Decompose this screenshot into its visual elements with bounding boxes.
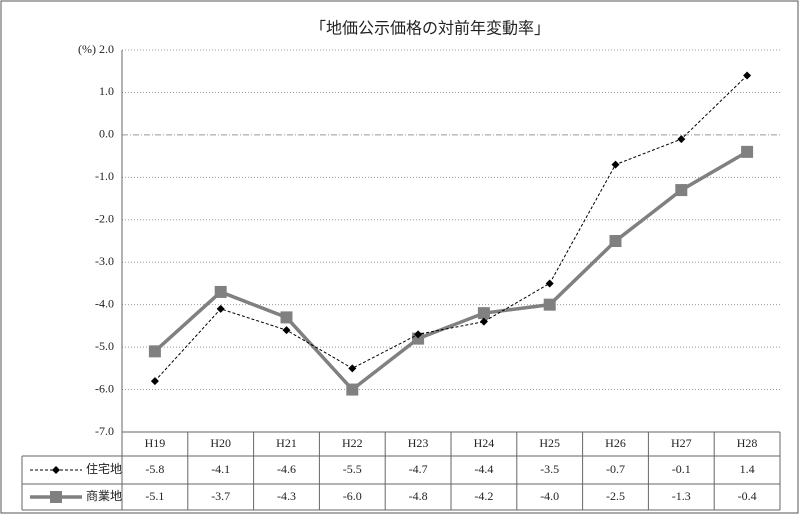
point: [348, 364, 357, 373]
point: [609, 235, 622, 247]
y-tick-label: -6.0: [95, 381, 114, 395]
y-tick-label: -5.0: [95, 339, 114, 353]
table-value: -5.5: [343, 462, 362, 476]
y-tick-label: 1.0: [99, 84, 114, 98]
x-tick-label: H22: [342, 436, 363, 450]
point: [743, 71, 752, 80]
series-line: [154, 75, 748, 382]
point: [280, 311, 293, 324]
table-value: -0.7: [606, 462, 625, 476]
x-tick-label: H19: [145, 436, 166, 450]
chart-title: 「地価公示価格の対前年変動率」: [310, 20, 550, 38]
point: [479, 317, 488, 326]
table-value: -1.3: [672, 489, 691, 503]
table-value: -4.0: [540, 489, 559, 503]
x-tick-label: H26: [605, 436, 626, 450]
point: [545, 279, 554, 288]
point: [611, 160, 620, 169]
table-value: -4.3: [277, 489, 296, 503]
table-value: -4.2: [474, 489, 493, 503]
table-value: -4.6: [277, 462, 296, 476]
table-value: -0.4: [738, 489, 757, 503]
table-value: -6.0: [343, 489, 362, 503]
table-value: -3.5: [540, 462, 559, 476]
x-tick-label: H28: [737, 436, 758, 450]
y-tick-label: -4.0: [95, 296, 114, 310]
x-tick-label: H25: [539, 436, 560, 450]
table-value: 1.4: [740, 462, 755, 476]
legend-marker: [50, 491, 62, 503]
table-value: -0.1: [672, 462, 691, 476]
point: [412, 332, 425, 345]
x-tick-label: H21: [276, 436, 297, 450]
point: [543, 298, 556, 311]
table-value: -2.5: [606, 489, 625, 503]
y-tick-label: -7.0: [95, 424, 114, 438]
table-value: -4.4: [474, 462, 493, 476]
table-value: -5.1: [145, 489, 164, 503]
x-tick-label: H24: [474, 436, 495, 450]
point: [414, 330, 423, 339]
legend-label: 住宅地: [86, 461, 122, 476]
point: [282, 326, 291, 335]
point: [150, 377, 159, 386]
point: [675, 184, 688, 197]
series-line: [153, 150, 748, 392]
y-tick-label: 0.0: [99, 127, 114, 141]
point: [677, 135, 686, 144]
table-value: -4.8: [409, 489, 428, 503]
table-value: -5.8: [145, 462, 164, 476]
point: [214, 285, 227, 298]
y-tick-label: -3.0: [95, 254, 114, 268]
x-tick-label: H20: [210, 436, 231, 450]
point: [346, 383, 359, 396]
table-value: -4.1: [211, 462, 230, 476]
y-axis-label: (%): [78, 42, 96, 56]
y-tick-label: -1.0: [95, 169, 114, 183]
y-tick-label: -2.0: [95, 212, 114, 226]
point: [148, 345, 161, 358]
table-value: -3.7: [211, 489, 230, 503]
point: [216, 304, 225, 313]
y-tick-label: 2.0: [99, 42, 114, 56]
point: [477, 307, 490, 320]
x-tick-label: H23: [408, 436, 429, 450]
legend-marker: [52, 466, 60, 474]
table-value: -4.7: [409, 462, 428, 476]
x-tick-label: H27: [671, 436, 692, 450]
point: [741, 145, 754, 158]
legend-label: 商業地: [86, 488, 122, 503]
